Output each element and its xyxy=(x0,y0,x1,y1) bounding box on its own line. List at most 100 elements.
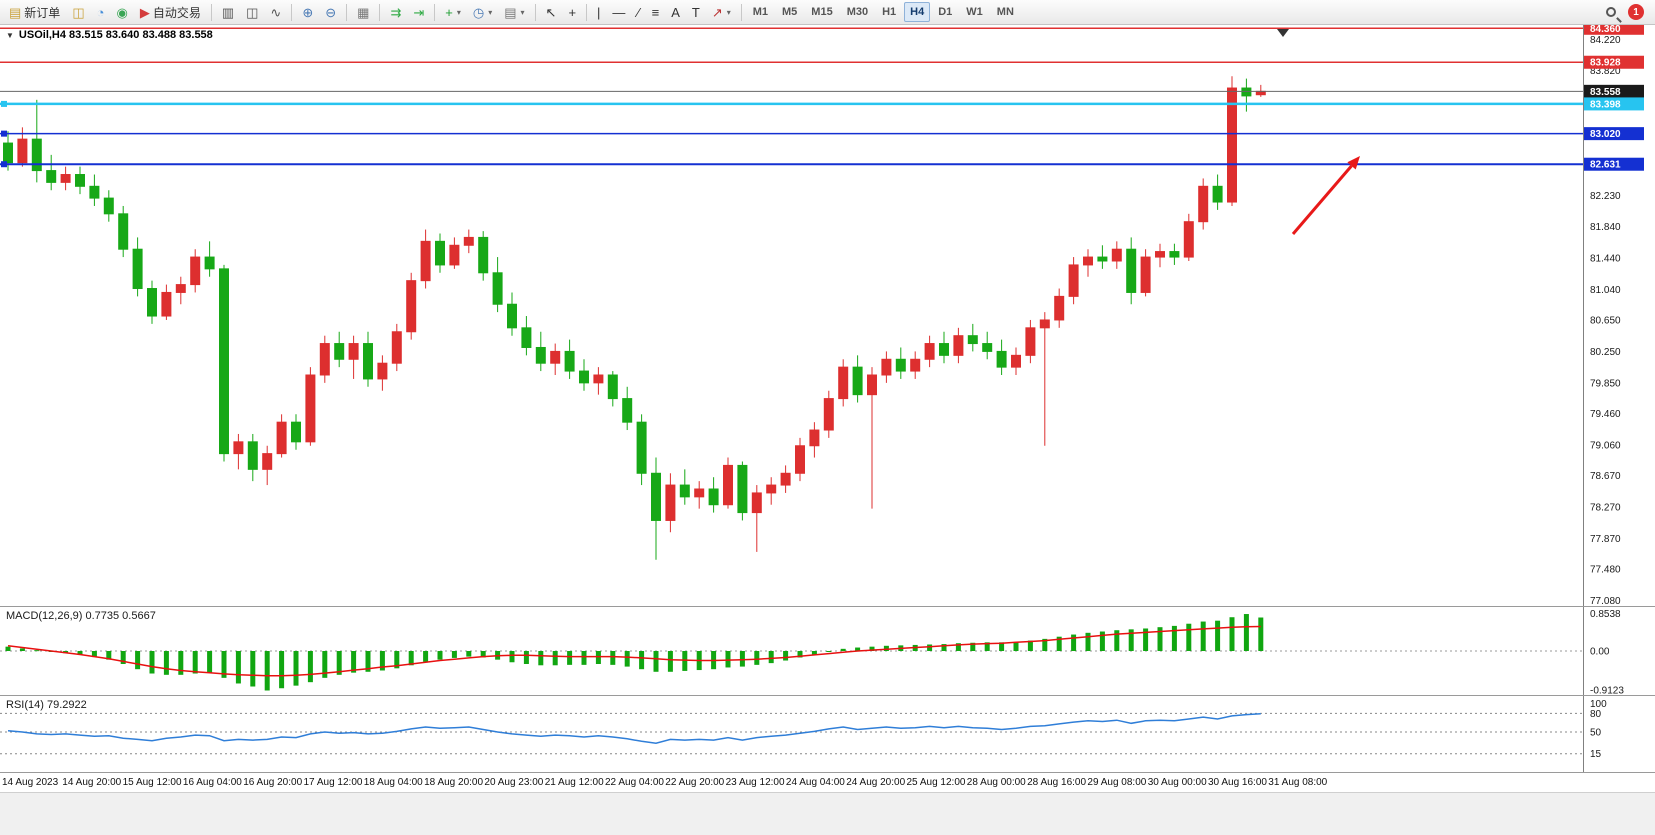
timeframe-mn-button[interactable]: MN xyxy=(996,6,1014,18)
rsi-scale-label: 15 xyxy=(1590,749,1602,760)
line-handle[interactable] xyxy=(1,100,7,107)
text-button[interactable]: A xyxy=(665,2,686,23)
price-tick-label: 82.230 xyxy=(1590,191,1621,202)
timeframe-m1-button[interactable]: M1 xyxy=(752,6,769,18)
zoom-in-button[interactable]: ⊕ xyxy=(296,2,319,23)
price-tick-label: 81.440 xyxy=(1590,253,1621,264)
chart-window: 84.220 83.820 82.230 81.840 81.440 81.040 80.6… xyxy=(0,25,1655,792)
search-icon[interactable] xyxy=(1606,7,1616,17)
caret-down-icon: ▾ xyxy=(456,7,461,17)
vertical-line-button[interactable]: | xyxy=(591,2,606,23)
macd-pane: 0.8538 0.00 -0.9123 MACD(12,26,9) 0.7735 0… xyxy=(0,606,1655,695)
caret-down-icon: ▾ xyxy=(520,7,525,17)
auto-trading-label: 自动交易 xyxy=(152,5,201,20)
tile-windows-icon: ▦ xyxy=(357,4,370,20)
new-order-button[interactable]: ▤ 新订单 xyxy=(3,2,66,23)
arrow-tools-icon: ↗ xyxy=(711,4,723,20)
macd-scale-label: -0.9123 xyxy=(1590,686,1624,695)
community-button[interactable]: ◉ xyxy=(110,2,133,23)
charts-icon: ◫ xyxy=(72,4,85,20)
auto-scroll-button[interactable]: ⇉ xyxy=(384,2,407,23)
toolbar-separator xyxy=(210,3,212,21)
fibonacci-button[interactable]: ≡ xyxy=(646,2,666,23)
trendline-button[interactable]: ∕ xyxy=(631,2,645,23)
price-box-label: 83.558 xyxy=(1590,87,1621,98)
auto-trading-icon: ▶ xyxy=(139,4,150,20)
bottom-strip xyxy=(0,792,1655,835)
price-tick-label: 81.040 xyxy=(1590,285,1621,296)
trend-arrow[interactable] xyxy=(1291,164,1353,235)
crosshair-button[interactable]: + xyxy=(562,2,582,23)
price-chart-canvas[interactable]: 84.220 83.820 82.230 81.840 81.440 81.040 80.6… xyxy=(0,25,1655,606)
price-box-83.398 xyxy=(1584,97,1644,111)
toolbar-groups: ▤ 新订单 ◫ ◔ ◉ ▶ 自动交易 ▥ ◫ ∿ ⊕ ⊖ ▦ ⇉ ⇥ + ▾ ◷ ▾ ▤ ▾ ↖ + | — ∕ ≡ A T ↗ ▾ M1 M5… xyxy=(3,2,1021,23)
toolbar-separator xyxy=(740,3,742,21)
chart-shift-marker[interactable] xyxy=(1277,29,1289,37)
time-axis[interactable]: 14 Aug 2023 14 Aug 20:00 15 Aug 12:00 16 Au… xyxy=(0,772,1655,792)
macd-panel-canvas[interactable]: 0.8538 0.00 -0.9123 xyxy=(0,607,1655,695)
new-order-icon: ▤ xyxy=(9,4,22,20)
timeframe-h1-button[interactable]: H1 xyxy=(882,6,897,18)
charts-button[interactable]: ◫ xyxy=(66,2,90,23)
line-handle[interactable] xyxy=(1,161,7,168)
arrow-tools-button[interactable]: ↗ ▾ xyxy=(706,2,737,23)
toolbar-separator xyxy=(346,3,348,21)
timeframe-h4-button[interactable]: H4 xyxy=(904,2,931,22)
time-label: 21 Aug 12:00 xyxy=(544,777,604,788)
price-tick-label: 78.670 xyxy=(1590,471,1621,482)
cursor-button[interactable]: ↖ xyxy=(540,2,563,23)
chart-title: ▼ USOil,H4 83.515 83.640 83.488 83.558 xyxy=(6,29,213,41)
rsi-scale-label: 100 xyxy=(1590,699,1607,710)
timeframe-m30-button[interactable]: M30 xyxy=(846,6,869,18)
price-box-83.928 xyxy=(1584,55,1644,69)
bar-chart-icon: ▥ xyxy=(221,4,235,20)
horizontal-line-button[interactable]: — xyxy=(606,2,631,23)
timeframe-m15-button[interactable]: M15 xyxy=(811,6,833,18)
bar-chart-button[interactable]: ▥ xyxy=(216,2,240,23)
price-tick-label: 78.270 xyxy=(1590,503,1621,514)
notification-badge[interactable]: 1 xyxy=(1628,4,1644,20)
zoom-out-button[interactable]: ⊖ xyxy=(319,2,342,23)
zoom-out-icon: ⊖ xyxy=(325,4,337,20)
time-label: 24 Aug 20:00 xyxy=(846,777,906,788)
time-label: 18 Aug 20:00 xyxy=(424,777,484,788)
price-box-83.558 xyxy=(1584,84,1644,98)
time-label: 22 Aug 04:00 xyxy=(605,777,664,788)
tile-windows-button[interactable]: ▦ xyxy=(351,2,375,23)
price-tick-label: 77.870 xyxy=(1590,534,1621,545)
time-label: 16 Aug 04:00 xyxy=(182,777,242,788)
templates-button[interactable]: ▤ ▾ xyxy=(498,2,530,23)
auto-trading-button[interactable]: ▶ 自动交易 xyxy=(134,2,207,23)
timeframe-m5-button[interactable]: M5 xyxy=(782,6,798,18)
trendline-icon: ∕ xyxy=(637,4,640,20)
price-tick-label: 81.840 xyxy=(1590,222,1621,233)
macd-scale-label: 0.8538 xyxy=(1590,609,1621,620)
rsi-label: RSI(14) 79.2922 xyxy=(6,699,87,711)
chart-shift-button[interactable]: ⇥ xyxy=(407,2,430,23)
profiles-button[interactable]: ◔ xyxy=(91,2,111,23)
zoom-in-icon: ⊕ xyxy=(302,4,314,20)
chart-title-text: USOil,H4 83.515 83.640 83.488 83.558 xyxy=(18,29,213,41)
price-box-label: 82.631 xyxy=(1590,160,1621,171)
text-label-button[interactable]: T xyxy=(686,2,706,23)
candlestick-chart-button[interactable]: ◫ xyxy=(240,2,264,23)
macd-label: MACD(12,26,9) 0.7735 0.5667 xyxy=(6,610,156,622)
crosshair-icon: + xyxy=(568,4,577,20)
price-chart-pane: 84.220 83.820 82.230 81.840 81.440 81.040 80.6… xyxy=(0,25,1655,606)
price-box-label: 83.928 xyxy=(1590,58,1621,69)
add-indicator-button[interactable]: + ▾ xyxy=(439,2,467,23)
toolbar-separator xyxy=(379,3,381,21)
toolbar-separator xyxy=(586,3,588,21)
trend-arrow-head[interactable] xyxy=(1347,156,1360,170)
line-chart-button[interactable]: ∿ xyxy=(264,2,287,23)
time-label: 20 Aug 23:00 xyxy=(484,777,544,788)
timeframe-w1-button[interactable]: W1 xyxy=(966,6,983,18)
timeframe-d1-button[interactable]: D1 xyxy=(938,6,953,18)
line-handle[interactable] xyxy=(1,130,7,137)
price-box-label: 83.398 xyxy=(1590,99,1621,110)
candlestick-series xyxy=(3,76,1266,560)
price-box-label: 84.360 xyxy=(1590,25,1621,35)
periods-button[interactable]: ◷ ▾ xyxy=(467,2,498,23)
templates-icon: ▤ xyxy=(504,4,517,20)
